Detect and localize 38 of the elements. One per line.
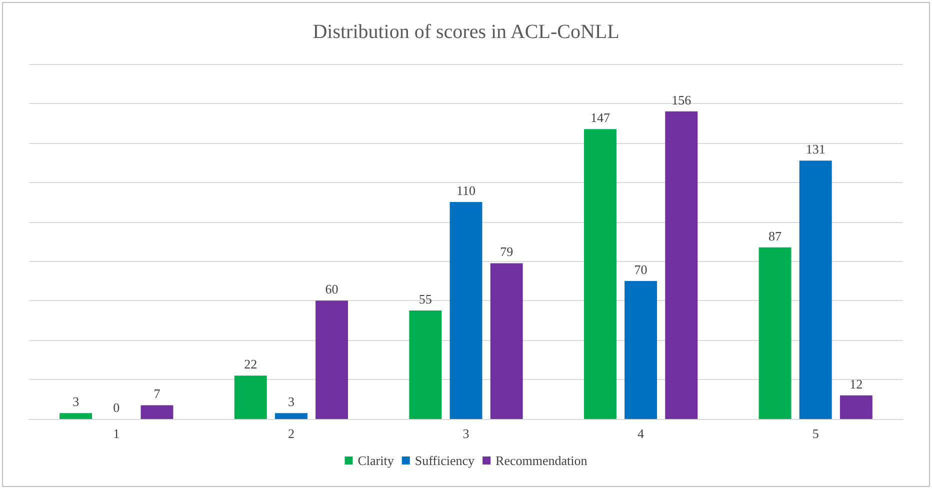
data-label: 87: [768, 228, 782, 244]
x-tick-label: 4: [638, 426, 645, 441]
x-tick-label: 1: [113, 426, 120, 441]
chart-title: Distribution of scores in ACL-CoNLL: [312, 21, 620, 43]
x-tick-label: 5: [812, 426, 819, 441]
bar: [799, 160, 832, 419]
bar: [60, 413, 92, 419]
data-label: 0: [113, 400, 120, 415]
data-label: 79: [500, 244, 514, 260]
bar: [490, 263, 523, 419]
data-label: 22: [244, 356, 258, 372]
data-label: 55: [418, 292, 432, 307]
bar: [140, 405, 174, 419]
bar: [624, 280, 658, 419]
bar: [409, 310, 442, 419]
data-label: 3: [288, 394, 294, 410]
data-label: 156: [672, 92, 692, 108]
data-label: 3: [72, 394, 80, 410]
data-label: 60: [325, 282, 338, 297]
x-tick-label: 2: [288, 426, 294, 441]
data-label: 131: [806, 142, 826, 157]
data-label: 12: [850, 376, 863, 392]
bar: [758, 247, 792, 419]
bar: [840, 395, 872, 419]
bar: [584, 129, 616, 419]
x-tick-label: 3: [462, 426, 470, 441]
bar: [316, 300, 348, 419]
legend-label: Recommendation: [496, 453, 588, 468]
data-label: 7: [154, 386, 161, 402]
bar: [234, 376, 267, 419]
legend-label: Sufficiency: [414, 453, 476, 468]
data-label: 147: [590, 110, 610, 126]
legend-label: Clarity: [358, 453, 394, 468]
bar: [450, 202, 482, 419]
bar: [665, 111, 698, 419]
data-label: 110: [456, 183, 476, 198]
bar: [274, 413, 308, 419]
data-label: 70: [634, 262, 648, 277]
